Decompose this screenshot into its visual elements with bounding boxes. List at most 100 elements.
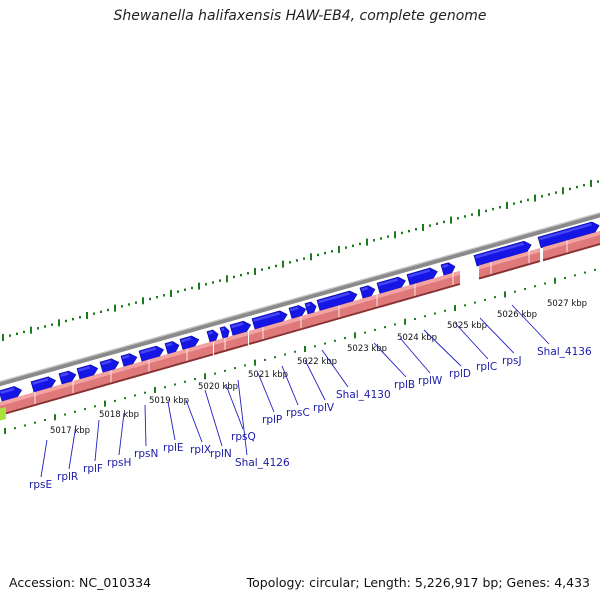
gc-skew-mark xyxy=(65,319,67,323)
cds-arrow xyxy=(76,364,99,380)
gene-label-rplC[interactable]: rplC xyxy=(476,361,497,373)
gc-skew-mark xyxy=(51,323,53,326)
gene-band-shadow xyxy=(542,242,600,262)
cds-arrow-shine xyxy=(181,337,192,343)
tick-mark xyxy=(194,378,196,381)
gc-skew-mark xyxy=(240,273,242,277)
gene-label-lines xyxy=(40,304,550,478)
cds-arrow xyxy=(219,326,230,339)
gene-label-line xyxy=(479,317,515,354)
gc-skew-mark xyxy=(450,216,452,224)
gene-label-rplF[interactable]: rplF xyxy=(83,463,103,475)
gene-band-top xyxy=(543,230,600,252)
gc-skew-mark xyxy=(562,187,564,195)
cds-arrow xyxy=(179,335,200,351)
tick-mark xyxy=(134,394,136,397)
tick-mark xyxy=(474,301,476,304)
gc-skew-mark xyxy=(296,259,298,262)
gene-label-line xyxy=(94,419,100,462)
gene-label-rplW[interactable]: rplW xyxy=(418,375,443,387)
cds-arrow-shine xyxy=(253,312,280,322)
cds-arrow-shape xyxy=(316,290,358,312)
gc-skew-mark xyxy=(583,184,585,187)
gene-label-rpsJ[interactable]: rpsJ xyxy=(502,355,522,367)
gc-skew-mark xyxy=(471,213,473,216)
gc-skew-mark xyxy=(345,246,347,249)
tick-mark xyxy=(464,304,466,307)
kbp-label: 5025 kbp xyxy=(447,321,487,331)
gene-label-rplE[interactable]: rplE xyxy=(163,442,184,454)
gc-skew-mark xyxy=(352,244,354,247)
gc-skew-mark xyxy=(16,332,18,336)
kbp-label: 5023 kbp xyxy=(347,344,387,354)
cds-arrow-shape xyxy=(219,326,230,339)
tick-mark xyxy=(284,353,286,356)
gc-skew-mark xyxy=(366,238,368,246)
gc-skew-mark xyxy=(443,220,445,224)
kbp-label: 5021 kbp xyxy=(248,370,288,380)
gene-label-Shal_4130[interactable]: Shal_4130 xyxy=(336,389,391,401)
gene-label-rplD[interactable]: rplD xyxy=(449,368,471,380)
gc-skew-mark xyxy=(422,223,424,231)
gc-skew-mark xyxy=(114,304,116,312)
gene-label-rpsN[interactable]: rpsN xyxy=(134,448,158,460)
cds-arrow-shine xyxy=(221,327,225,331)
tick-mark xyxy=(64,413,66,416)
gc-skew-mark xyxy=(170,289,172,297)
cds-arrow-shine xyxy=(539,223,592,241)
gene-label-Shal_4126[interactable]: Shal_4126 xyxy=(235,457,290,469)
gc-skew-mark xyxy=(282,260,284,268)
gc-skew-track xyxy=(2,179,599,341)
cds-arrow-shine xyxy=(475,242,524,259)
map-title: Shewanella halifaxensis HAW-EB4, complet… xyxy=(113,8,487,24)
gc-skew-mark xyxy=(576,185,578,189)
gc-skew-mark xyxy=(177,290,179,293)
gene-label-line xyxy=(399,337,431,374)
tick-mark xyxy=(54,414,56,421)
gene-label-line xyxy=(321,349,349,388)
gc-skew-mark xyxy=(23,330,25,334)
tick-mark xyxy=(304,346,306,353)
gene-label-line xyxy=(373,342,407,378)
cds-arrow-shine xyxy=(140,347,157,355)
tick-mark xyxy=(204,373,206,380)
gene-label-rpsC[interactable]: rpsC xyxy=(286,407,310,419)
genome-backbone xyxy=(0,212,600,387)
gene-label-line xyxy=(144,404,147,447)
cds-arrow-shine xyxy=(78,366,91,372)
gene-label-rplN[interactable]: rplN xyxy=(210,448,232,460)
cds-arrow-shine xyxy=(361,286,369,292)
tick-mark xyxy=(574,274,576,277)
cds-arrow-shine xyxy=(231,322,244,329)
gene-label-rpsH[interactable]: rpsH xyxy=(107,457,131,469)
tick-mark xyxy=(224,369,226,372)
gene-label-rplX[interactable]: rplX xyxy=(190,444,211,456)
tick-mark xyxy=(24,424,26,427)
gene-label-line xyxy=(257,372,275,413)
gc-skew-mark xyxy=(142,297,144,305)
gene-label-line xyxy=(118,412,125,456)
gene-label-rplP[interactable]: rplP xyxy=(262,414,282,426)
tick-mark xyxy=(494,296,496,299)
gene-label-rpsQ[interactable]: rpsQ xyxy=(231,431,256,443)
gene-band-top xyxy=(0,341,213,406)
cds-arrow xyxy=(316,290,358,312)
tick-mark xyxy=(484,298,486,301)
gene-label-rplB[interactable]: rplB xyxy=(394,379,415,391)
gc-skew-mark xyxy=(457,217,459,220)
gene-label-rpsE[interactable]: rpsE xyxy=(29,479,52,491)
cds-arrow xyxy=(229,320,252,336)
tick-mark xyxy=(414,317,416,320)
gene-label-rplR[interactable]: rplR xyxy=(57,471,78,483)
gene-label-line xyxy=(423,329,462,367)
gene-label-Shal_4136[interactable]: Shal_4136 xyxy=(537,346,592,358)
tick-mark xyxy=(354,332,356,339)
gc-skew-mark xyxy=(373,239,375,242)
gc-skew-mark xyxy=(93,312,95,315)
gc-skew-mark xyxy=(331,250,333,253)
gene-label-rplV[interactable]: rplV xyxy=(313,402,335,414)
gc-skew-mark xyxy=(387,235,389,238)
tick-mark xyxy=(94,405,96,408)
gene-label-group[interactable]: rpsE rplR rplF rpsH rpsN rplE rplX rplN … xyxy=(29,346,592,491)
